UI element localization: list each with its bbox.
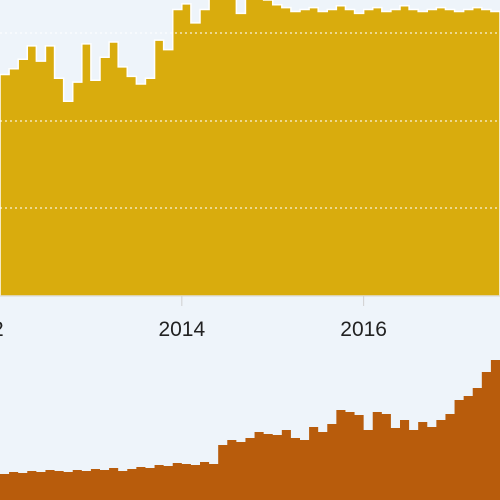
rust-area-chart bbox=[0, 360, 500, 500]
top-gridlines bbox=[0, 32, 500, 209]
gold-area-chart: 2 2014 2016 bbox=[0, 0, 500, 341]
x-tick-label: 2 bbox=[0, 318, 4, 341]
x-tick-label: 2016 bbox=[340, 318, 387, 341]
gold-series-area bbox=[0, 0, 500, 297]
x-tick-label: 2014 bbox=[158, 318, 205, 341]
rust-series-area bbox=[0, 360, 500, 500]
x-axis-ticks: 2 2014 2016 bbox=[0, 296, 387, 341]
